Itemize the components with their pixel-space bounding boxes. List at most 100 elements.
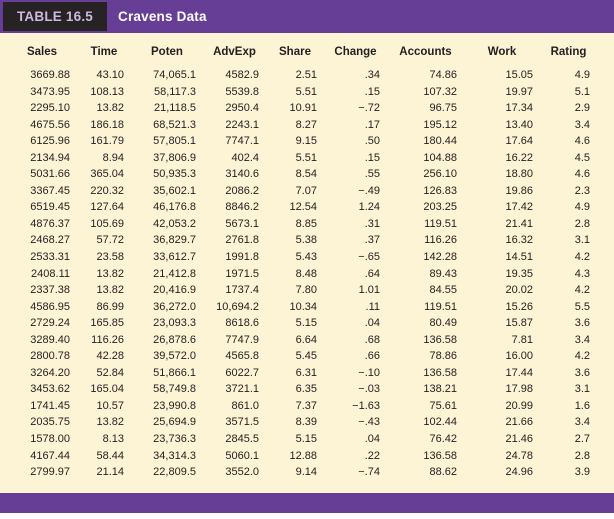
- cell-advexp: 5539.8: [225, 85, 259, 98]
- cell-rating: 2.8: [574, 217, 590, 230]
- table-row: 2408.11 13.82 21,412.8 1971.5 8.48 .64 89.43 19…: [0, 266, 614, 283]
- cell-time: 116.26: [91, 333, 124, 346]
- cell-time: 43.10: [96, 69, 124, 81]
- cell-work: 16.32: [505, 234, 533, 247]
- cell-work: 21.46: [505, 433, 533, 446]
- cell-work: 19.35: [505, 267, 533, 280]
- cell-accounts: 104.88: [423, 151, 457, 164]
- cell-sales: 3669.88: [30, 69, 70, 81]
- cell-poten: 25,694.9: [153, 416, 196, 429]
- cell-advexp: 1737.4: [225, 284, 259, 297]
- cell-sales: 3289.40: [30, 333, 70, 346]
- cell-sales: 4675.56: [30, 118, 70, 131]
- cell-time: 57.72: [96, 234, 124, 247]
- cell-poten: 23,093.3: [153, 317, 196, 330]
- cell-time: 165.04: [90, 383, 124, 396]
- cell-poten: 20,416.9: [153, 284, 196, 297]
- cell-work: 18.80: [505, 168, 533, 181]
- cell-rating: 4.2: [574, 251, 590, 264]
- cell-accounts: 142.28: [423, 251, 457, 264]
- cell-advexp: 3571.5: [225, 416, 259, 429]
- table-row: 1578.00 8.13 23,736.3 2845.5 5.15 .04 76.42 21.…: [0, 431, 614, 448]
- cell-share: 7.80: [295, 284, 317, 297]
- cell-poten: 50,935.3: [153, 168, 196, 181]
- cell-sales: 3473.95: [30, 85, 70, 98]
- table-row: 3289.40 116.26 26,878.6 7747.9 6.64 .68 136.58…: [0, 332, 614, 349]
- cell-rating: 3.6: [574, 366, 590, 379]
- cell-advexp: 3721.1: [225, 383, 259, 396]
- cell-advexp: 4582.9: [225, 69, 259, 81]
- cell-advexp: 2761.8: [225, 234, 259, 247]
- cell-accounts: 136.58: [423, 366, 457, 379]
- cell-work: 20.99: [505, 399, 533, 412]
- cell-time: 42.28: [96, 350, 124, 363]
- cell-change: −.74: [358, 466, 380, 479]
- cell-time: 186.18: [90, 118, 124, 131]
- cell-share: 12.54: [289, 201, 317, 214]
- cell-advexp: 2950.4: [225, 102, 259, 115]
- bottom-accent-bar: [0, 493, 614, 513]
- cell-rating: 4.3: [574, 267, 590, 280]
- cell-poten: 21,118.5: [153, 102, 196, 115]
- cell-work: 17.64: [505, 135, 533, 148]
- cell-accounts: 84.55: [429, 284, 457, 297]
- cell-change: 1.01: [358, 284, 380, 297]
- cell-change: .11: [365, 300, 380, 313]
- cell-poten: 26,878.6: [153, 333, 196, 346]
- table-row: 2800.78 42.28 39,572.0 4565.8 5.45 .66 78.86 16…: [0, 348, 614, 365]
- cell-sales: 4167.44: [30, 449, 70, 462]
- cell-advexp: 7747.9: [225, 333, 259, 346]
- cell-work: 21.41: [505, 217, 533, 230]
- cell-poten: 58,749.8: [153, 383, 196, 396]
- cravens-data-table: Sales Time Poten AdvExp Share Change Accounts W…: [0, 41, 614, 481]
- cell-accounts: 136.58: [423, 449, 457, 462]
- cell-share: 7.37: [295, 399, 317, 412]
- cell-rating: 3.1: [574, 234, 590, 247]
- cell-change: −.49: [358, 184, 380, 197]
- cell-sales: 2295.10: [30, 102, 70, 115]
- cell-poten: 21,412.8: [153, 267, 196, 280]
- cell-share: 8.54: [295, 168, 317, 181]
- cell-sales: 4586.95: [30, 300, 70, 313]
- cell-share: 5.51: [295, 151, 317, 164]
- cell-accounts: 136.58: [423, 333, 457, 346]
- cell-advexp: 402.4: [231, 151, 259, 164]
- table-row: 3367.45 220.32 35,602.1 2086.2 7.07 −.49 126.8…: [0, 183, 614, 200]
- cell-rating: 3.9: [574, 466, 590, 479]
- cell-rating: 3.6: [574, 317, 590, 330]
- cell-work: 15.26: [505, 300, 533, 313]
- cell-time: 86.99: [96, 300, 124, 313]
- cell-change: −.10: [358, 366, 380, 379]
- table-row: 2729.24 165.85 23,093.3 8618.6 5.15 .04 80.49 1…: [0, 315, 614, 332]
- cell-rating: 4.9: [574, 201, 590, 214]
- cell-time: 8.13: [102, 433, 124, 446]
- cell-rating: 4.6: [574, 135, 590, 148]
- cell-advexp: 2086.2: [225, 184, 259, 197]
- cell-sales: 2468.27: [30, 234, 70, 247]
- cell-sales: 5031.66: [30, 168, 70, 181]
- table-row: 2295.10 13.82 21,118.5 2950.4 10.91 −.72 96.75…: [0, 100, 614, 117]
- cell-poten: 74,065.1: [153, 69, 196, 81]
- cell-time: 161.79: [90, 135, 124, 148]
- cell-change: .34: [364, 69, 380, 81]
- column-header-accounts: Accounts: [399, 46, 452, 58]
- cell-rating: 4.5: [574, 151, 590, 164]
- table-row: 3669.88 43.10 74,065.1 4582.9 2.51 .34 74.86 15…: [0, 67, 614, 84]
- cell-sales: 4876.37: [30, 217, 70, 230]
- cell-sales: 2533.31: [30, 251, 70, 264]
- column-header-advexp: AdvExp: [213, 46, 256, 58]
- cell-change: .04: [364, 433, 380, 446]
- cell-time: 13.82: [96, 284, 124, 297]
- cell-accounts: 126.83: [423, 184, 457, 197]
- cell-change: .66: [364, 350, 380, 363]
- table-row: 6125.96 161.79 57,805.1 7747.1 9.15 .50 180.44…: [0, 133, 614, 150]
- cell-share: 10.91: [289, 102, 317, 115]
- cell-share: 8.27: [295, 118, 317, 131]
- cell-time: 13.82: [96, 416, 124, 429]
- cell-work: 21.66: [505, 416, 533, 429]
- table-row: 2337.38 13.82 20,416.9 1737.4 7.80 1.01 84.55 2…: [0, 282, 614, 299]
- cell-change: .17: [364, 118, 380, 131]
- cell-accounts: 119.51: [424, 217, 457, 230]
- cell-work: 17.42: [505, 201, 533, 214]
- header-row: Sales Time Poten AdvExp Share Change Accounts W…: [0, 41, 614, 67]
